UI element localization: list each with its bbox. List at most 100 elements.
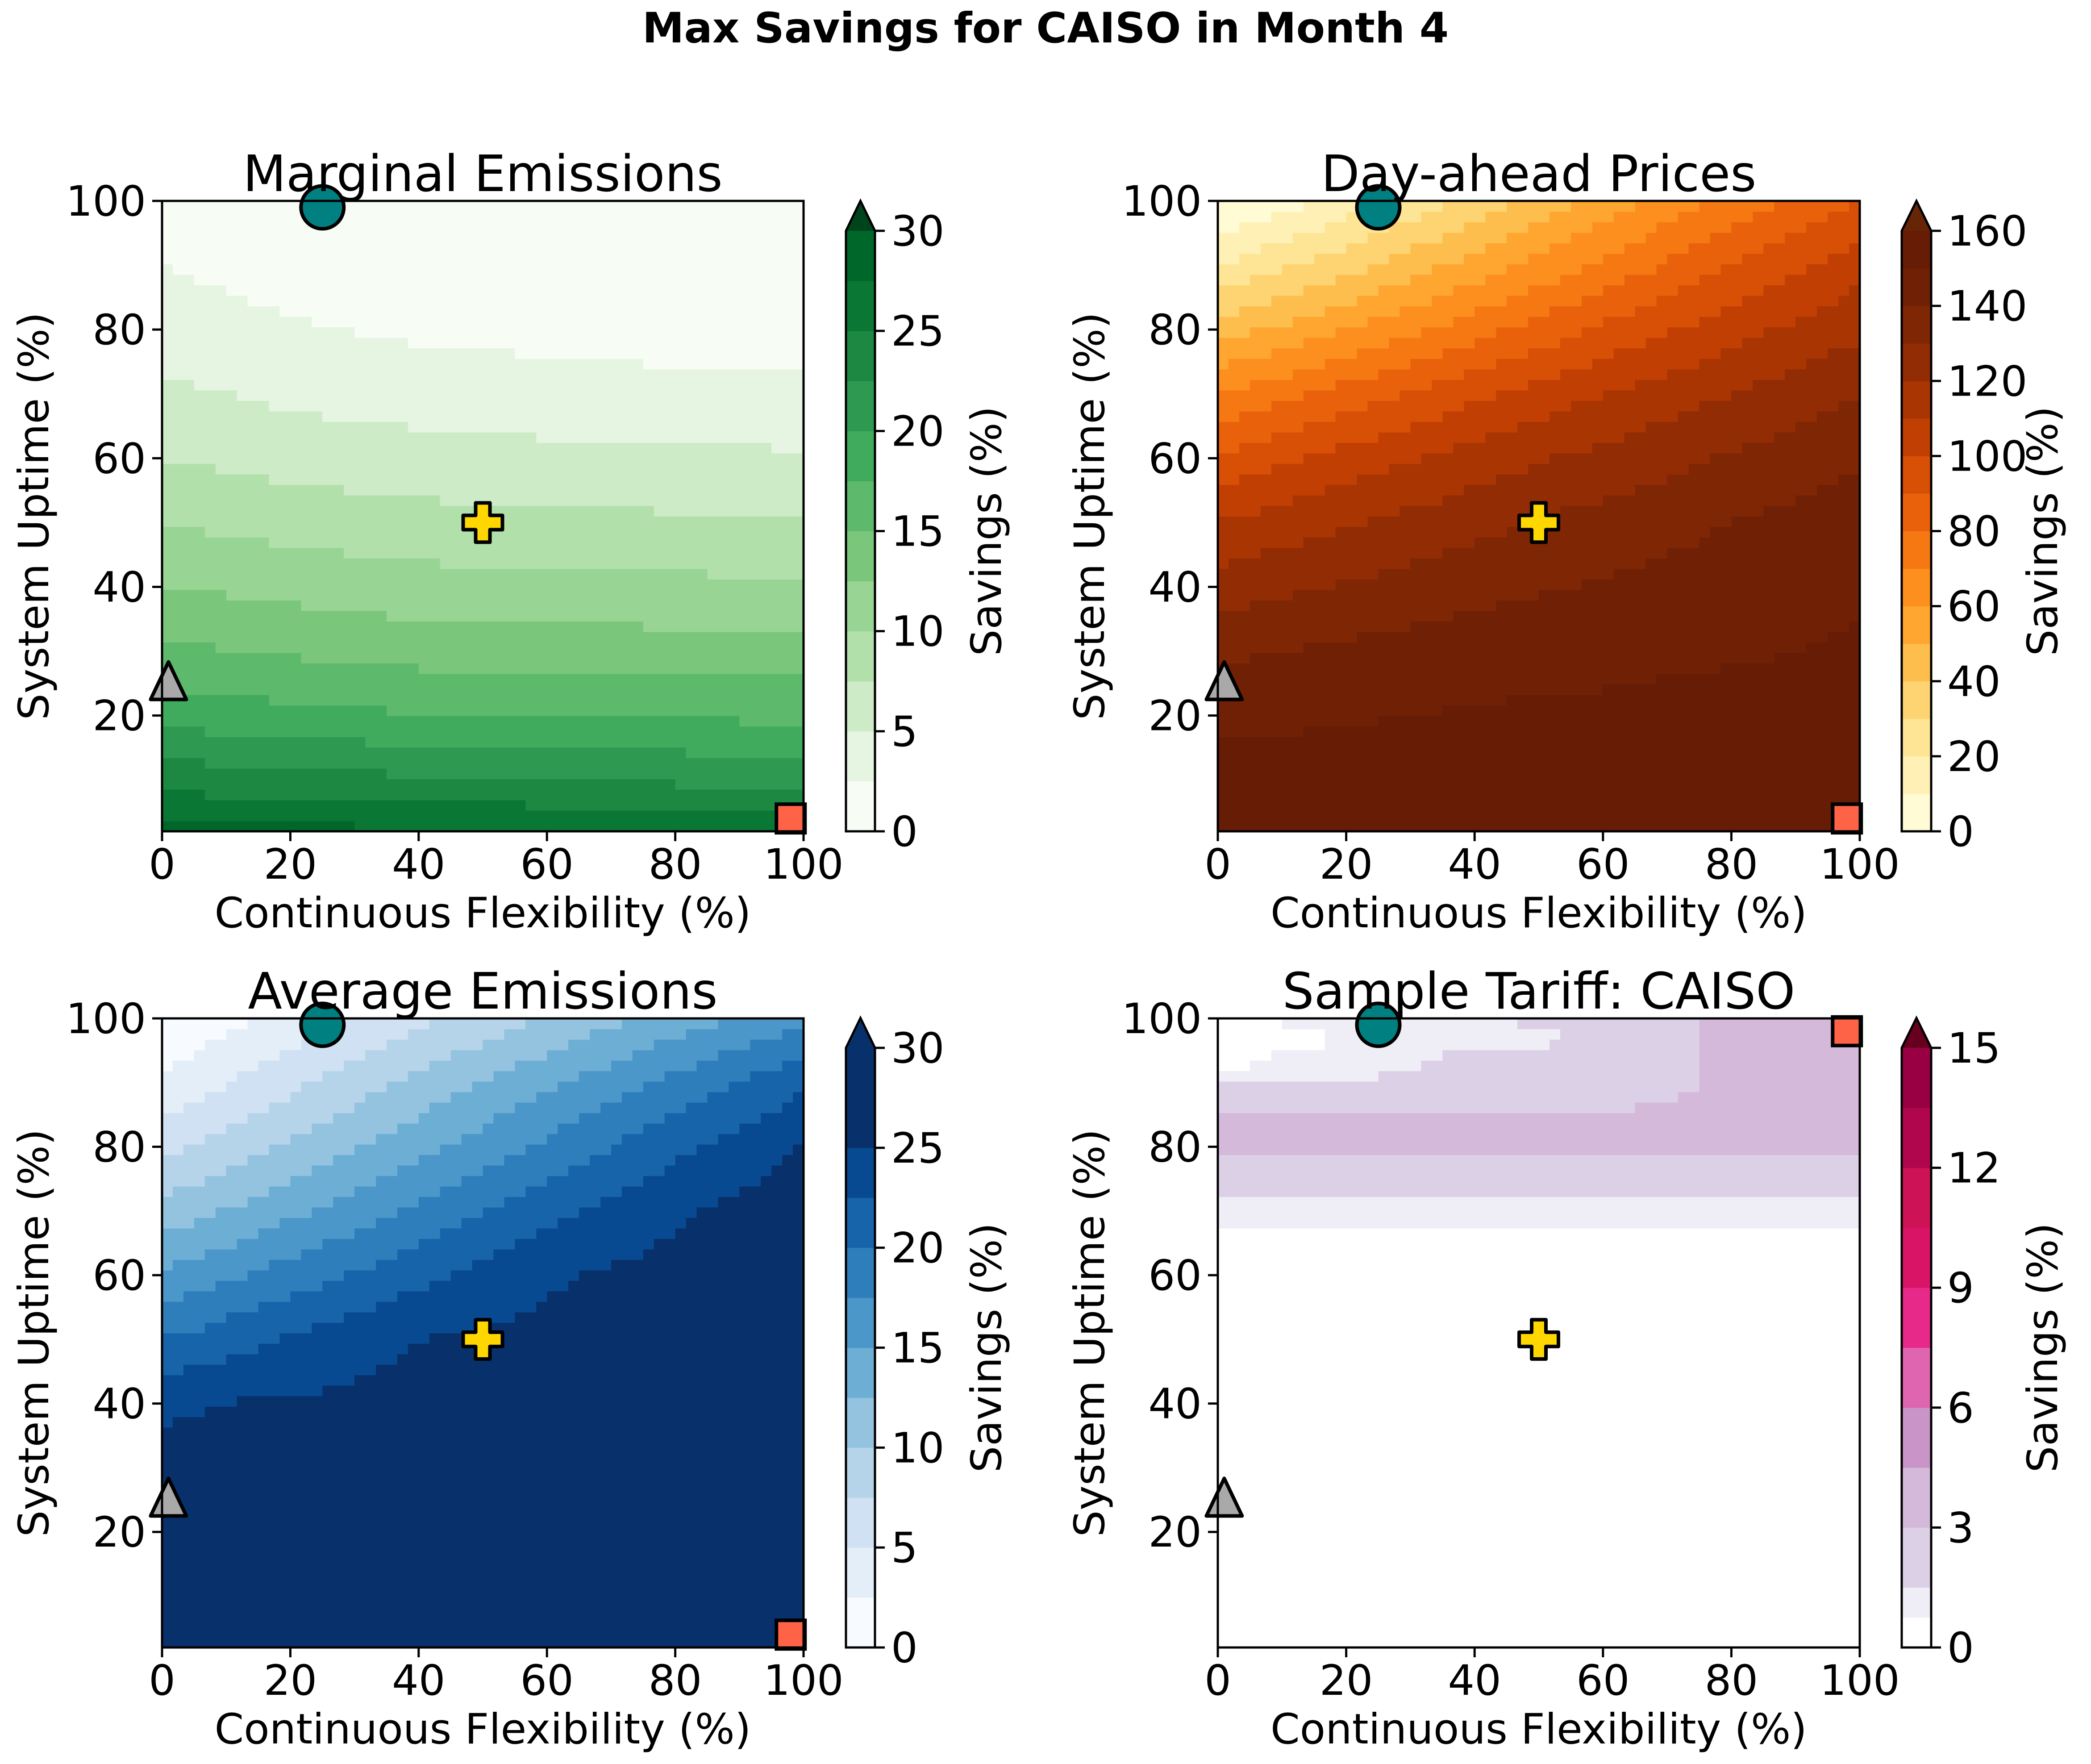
heatmap-cell xyxy=(172,264,184,275)
heatmap-cell xyxy=(322,295,333,307)
heatmap-cell xyxy=(771,663,783,674)
heatmap-cell xyxy=(729,337,740,349)
heatmap-cell xyxy=(1496,821,1507,831)
heatmap-cell xyxy=(1314,726,1325,737)
heatmap-cell xyxy=(558,253,569,264)
heatmap-cell xyxy=(525,432,537,443)
heatmap-cell xyxy=(269,432,280,443)
heatmap-cell xyxy=(1635,821,1646,831)
heatmap-cell xyxy=(408,652,419,664)
heatmap-cell xyxy=(493,495,505,506)
heatmap-cell xyxy=(515,726,526,737)
heatmap-cell xyxy=(429,484,441,496)
heatmap-cell xyxy=(1517,810,1529,822)
heatmap-cell xyxy=(761,789,772,801)
heatmap-cell xyxy=(547,306,558,317)
heatmap-cell xyxy=(579,453,590,464)
heatmap-cell xyxy=(1613,737,1625,748)
heatmap-cell xyxy=(504,705,516,716)
heatmap-cell xyxy=(418,537,430,548)
heatmap-cell xyxy=(1250,674,1261,685)
heatmap-cell xyxy=(397,821,408,831)
heatmap-cell xyxy=(707,201,719,212)
heatmap-cell xyxy=(247,779,259,790)
heatmap-cell xyxy=(600,642,612,653)
heatmap-cell xyxy=(643,474,654,485)
heatmap-cell xyxy=(397,800,408,811)
heatmap-cell xyxy=(600,337,612,349)
heatmap-cell xyxy=(504,306,516,317)
heatmap-cell xyxy=(258,390,270,401)
heatmap-cell xyxy=(493,369,505,380)
heatmap-cell xyxy=(322,316,333,328)
heatmap-cell xyxy=(1421,821,1433,831)
heatmap-cell xyxy=(162,369,173,380)
heatmap-cell xyxy=(418,642,430,653)
heatmap-cell xyxy=(782,652,793,664)
heatmap-cell xyxy=(172,505,184,517)
heatmap-cell xyxy=(226,463,237,475)
heatmap-cell xyxy=(247,737,259,748)
heatmap-cell xyxy=(408,537,419,548)
heatmap-cell xyxy=(483,705,494,716)
heatmap-cell xyxy=(686,421,697,433)
heatmap-cell xyxy=(1699,726,1711,737)
heatmap-cell xyxy=(782,610,793,622)
heatmap-cell xyxy=(1710,684,1721,695)
heatmap-cell xyxy=(237,369,248,380)
heatmap-cell xyxy=(1410,684,1422,695)
heatmap-cell xyxy=(750,421,761,433)
heatmap-cell xyxy=(333,737,344,748)
heatmap-cell xyxy=(226,800,237,811)
heatmap-cell xyxy=(290,600,302,611)
heatmap-cell xyxy=(301,369,312,380)
heatmap-cell xyxy=(376,232,387,243)
heatmap-cell xyxy=(558,495,569,506)
heatmap-cell xyxy=(654,558,665,569)
heatmap-cell xyxy=(590,495,601,506)
heatmap-cell xyxy=(1314,705,1325,716)
heatmap-cell xyxy=(408,726,419,737)
heatmap-cell xyxy=(664,800,676,811)
heatmap-cell xyxy=(483,747,494,759)
heatmap-cell xyxy=(269,400,280,412)
heatmap-cell xyxy=(312,631,323,643)
heatmap-cell xyxy=(782,505,793,517)
heatmap-cell xyxy=(408,274,419,286)
heatmap-cell xyxy=(322,432,333,443)
heatmap-cell xyxy=(397,621,408,632)
heatmap-cell xyxy=(632,631,644,643)
heatmap-cell xyxy=(1432,695,1443,706)
heatmap-cell xyxy=(237,285,248,296)
heatmap-cell xyxy=(793,474,804,485)
heatmap-cell xyxy=(1314,779,1325,790)
heatmap-cell xyxy=(1453,768,1465,780)
heatmap-cell xyxy=(354,768,366,780)
heatmap-cell xyxy=(194,211,205,222)
heatmap-cell xyxy=(761,411,772,422)
heatmap-cell xyxy=(793,274,804,286)
heatmap-cell xyxy=(729,652,740,664)
heatmap-cell xyxy=(632,453,644,464)
heatmap-cell xyxy=(718,306,729,317)
heatmap-cell xyxy=(333,369,344,380)
heatmap-cell xyxy=(1828,621,1839,632)
heatmap-cell xyxy=(504,400,516,412)
heatmap-cell xyxy=(1378,705,1390,716)
heatmap-cell xyxy=(547,253,558,264)
heatmap-cell xyxy=(750,610,761,622)
heatmap-cell xyxy=(397,432,408,443)
heatmap-cell xyxy=(1731,800,1743,811)
heatmap-cell xyxy=(1218,789,1229,801)
heatmap-cell xyxy=(258,758,270,769)
heatmap-cell xyxy=(204,390,216,401)
heatmap-cell xyxy=(1464,779,1475,790)
heatmap-cell xyxy=(1325,800,1336,811)
heatmap-cell xyxy=(1314,810,1325,822)
heatmap-cell xyxy=(333,232,344,243)
heatmap-cell xyxy=(279,737,291,748)
heatmap-cell xyxy=(1453,800,1465,811)
heatmap-cell xyxy=(611,285,622,296)
heatmap-cell xyxy=(600,390,612,401)
heatmap-cell xyxy=(1421,810,1433,822)
